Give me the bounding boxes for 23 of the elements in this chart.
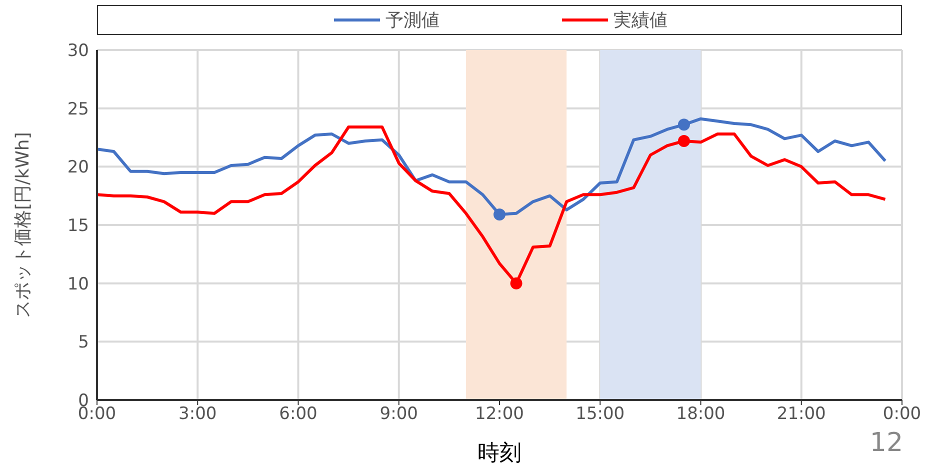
y-tick-label: 5 <box>78 332 89 353</box>
legend-label: 実績値 <box>614 9 668 32</box>
y-tick-label: 30 <box>67 41 89 62</box>
x-tick-label: 0:00 <box>882 404 922 424</box>
x-tick-label: 15:00 <box>576 404 625 424</box>
x-tick-label: 6:00 <box>279 404 318 424</box>
x-tick-label: 18:00 <box>676 404 726 424</box>
point <box>510 277 522 290</box>
x-tick-label: 21:00 <box>776 404 826 424</box>
point <box>678 118 690 131</box>
y-tick-label: 10 <box>67 274 89 294</box>
point <box>678 135 690 147</box>
x-tick-label: 12:00 <box>475 404 524 424</box>
point <box>494 208 506 220</box>
x-tick-label: 9:00 <box>380 404 418 424</box>
y-tick-label: 20 <box>67 158 89 178</box>
y-axis-title: スポット価格[円/kWh] <box>12 132 34 318</box>
y-tick-label: 25 <box>67 99 89 120</box>
y-tick-label: 15 <box>67 216 89 236</box>
x-tick-label: 3:00 <box>178 404 217 424</box>
text: 12 <box>870 428 903 458</box>
legend-label: 予測値 <box>386 9 440 32</box>
x-axis-title: 時刻 <box>478 441 522 466</box>
